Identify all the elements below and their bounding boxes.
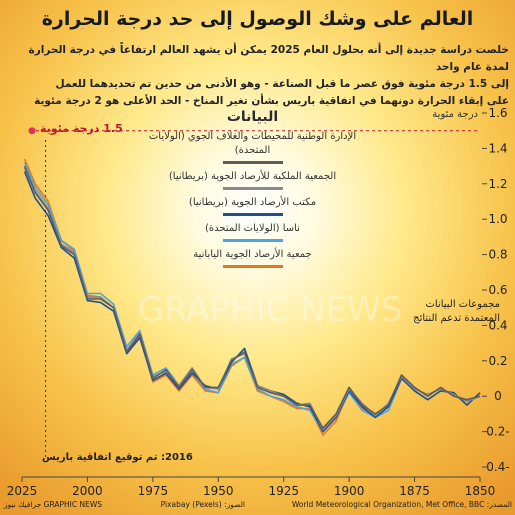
threshold-label: 1.5 درجة مئوية [40,122,123,135]
legend-entry: الجمعية الملكية للأرصاد الجوية (بريطانيا… [140,170,365,190]
x-tick-label: 2000 [72,484,103,498]
x-tick-label: 1925 [268,484,299,498]
y-tick-label: 0.2- [486,425,509,439]
legend: البيانات الإدارة الوطنية للمحيطات والغلا… [140,110,365,274]
subtitle-line: إلى 1.5 درجة مئوية فوق عصر ما قبل الصناع… [55,78,509,90]
x-tick-label: 1850 [465,484,496,498]
subtitle-line: خلصت دراسة جديدة إلى أنه بحلول العام 202… [28,44,509,73]
y-tick-label: 0 [494,389,502,403]
annotation: مجموعات البيانات المعتمدة تدعم النتائج [413,299,500,324]
y-tick-label: 1.0 [488,212,507,226]
subtitle: خلصت دراسة جديدة إلى أنه بحلول العام 202… [6,42,509,110]
watermark: GRAPHIC NEWS [137,290,403,330]
x-tick-label: 1975 [138,484,169,498]
legend-entry: جمعية الأرصاد الجوية اليابانية [140,248,365,268]
x-tick-label: 1875 [399,484,430,498]
credit: GRAPHIC NEWS جرافيك نيوز [4,500,103,509]
y-tick-label: 1.6 [488,106,507,120]
legend-label: مكتب الأرصاد الجوية (بريطانيا) [188,197,317,208]
legend-label: جمعية الأرصاد الجوية اليابانية [193,249,312,260]
legend-swatch [222,187,283,190]
legend-swatch [222,239,283,242]
y-tick-label: 1.2 [488,177,507,191]
legend-label: ناسا (الولايات المتحدة) [205,223,300,234]
legend-label: الجمعية الملكية للأرصاد الجوية (بريطانيا… [168,171,337,182]
y-tick-label: 1.4 [488,141,507,155]
legend-entry: ناسا (الولايات المتحدة) [140,222,365,242]
legend-entry: الإدارة الوطنية للمحيطات والغلاف الجوي (… [140,130,365,164]
legend-entry: مكتب الأرصاد الجوية (بريطانيا) [140,196,365,216]
x-tick-label: 1950 [203,484,234,498]
subtitle-line: على إبقاء الحرارة دونهما في اتفاقية باري… [34,95,509,107]
paris-label: 2016: تم توقيع اتفاقية باريس [42,452,193,463]
legend-label: الإدارة الوطنية للمحيطات والغلاف الجوي (… [148,131,357,156]
y-tick-label: 0.2 [488,354,507,368]
y-unit: درجة مئوية [432,109,478,120]
series-line [23,165,481,429]
legend-title: البيانات [226,109,279,125]
photo-credit: الصور: (Pixabay (Pexels [160,500,245,509]
x-tick-label: 1900 [334,484,365,498]
legend-swatch [222,213,283,216]
y-tick-label: 0.4 [488,318,507,332]
y-tick-label: 0.6 [488,283,507,297]
legend-swatch [222,161,283,164]
y-tick-label: 0.8 [488,248,507,262]
source: المصدر: World Meteorological Organizatio… [291,500,512,509]
legend-swatch [222,265,283,268]
series-line [23,171,481,433]
threshold-dot [28,127,36,135]
x-tick-label: 2025 [7,484,38,498]
y-tick-label: 0.4- [486,460,509,474]
chart-title: العالم على وشك الوصول إلى حد درجة الحرار… [41,8,474,30]
